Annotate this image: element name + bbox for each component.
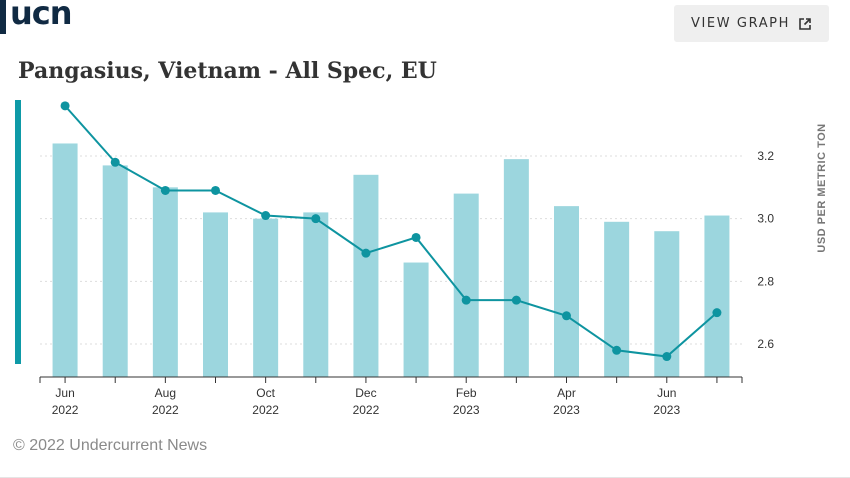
- y-axis-label: USD PER METRIC TON: [816, 123, 828, 252]
- line-point[interactable]: [712, 308, 722, 318]
- x-tick-label-month: Jun: [55, 386, 74, 400]
- x-tick-label-month: Dec: [355, 386, 376, 400]
- line-point[interactable]: [461, 295, 471, 305]
- line-point[interactable]: [662, 352, 672, 362]
- y-tick-label: 2.8: [757, 274, 774, 288]
- x-tick-label-month: Oct: [256, 386, 275, 400]
- bar[interactable]: [253, 218, 279, 377]
- x-tick-label-year: 2023: [453, 403, 480, 417]
- bar-series: [52, 143, 730, 377]
- x-tick-label-year: 2023: [653, 403, 680, 417]
- x-tick-label-year: 2022: [152, 403, 179, 417]
- accent-bar: [15, 100, 21, 364]
- bar[interactable]: [554, 206, 579, 377]
- line-point[interactable]: [160, 185, 170, 195]
- line-point[interactable]: [411, 232, 421, 242]
- x-tick-label-month: Apr: [557, 386, 576, 400]
- bar[interactable]: [403, 262, 429, 377]
- y-tick-label: 3.2: [757, 149, 774, 163]
- line-point[interactable]: [211, 185, 220, 195]
- bar[interactable]: [704, 215, 730, 377]
- chart-title: Pangasius, Vietnam - All Spec, EU: [18, 58, 437, 84]
- y-tick-label: 2.6: [757, 337, 774, 351]
- line-point[interactable]: [612, 345, 622, 355]
- bar[interactable]: [52, 143, 78, 377]
- bar[interactable]: [453, 193, 479, 377]
- bar[interactable]: [203, 212, 228, 377]
- bar[interactable]: [353, 174, 379, 377]
- chart: Jun 2022 Aug 2022 Oct 2022 Dec 2022 Feb 2023 Apr 20…: [39, 101, 828, 417]
- view-graph-button[interactable]: VIEW GRAPH: [674, 5, 829, 42]
- x-tick-label-month: Aug: [155, 386, 176, 400]
- copyright: © 2022 Undercurrent News: [13, 437, 208, 454]
- y-tick-label: 3.0: [757, 212, 774, 226]
- x-axis: Jun 2022 Aug 2022 Oct 2022 Dec 2022 Feb 2023 Apr 20…: [39, 376, 743, 417]
- line-point[interactable]: [511, 295, 521, 305]
- external-link-icon: [799, 17, 811, 30]
- line-point[interactable]: [311, 214, 321, 224]
- bar[interactable]: [152, 187, 178, 377]
- logo-bar: [0, 0, 6, 34]
- ucn-logo[interactable]: ucn: [10, 0, 73, 32]
- line-point[interactable]: [361, 248, 371, 258]
- line-point[interactable]: [110, 157, 120, 167]
- line-point[interactable]: [261, 211, 271, 221]
- view-graph-label: VIEW GRAPH: [690, 16, 790, 31]
- x-tick-label-year: 2022: [52, 403, 79, 417]
- line-point[interactable]: [60, 101, 70, 111]
- x-tick-label-month: Jun: [657, 386, 676, 400]
- x-tick-label-year: 2022: [353, 403, 380, 417]
- series-line: [64, 105, 718, 358]
- x-tick-label-year: 2023: [553, 403, 580, 417]
- bar[interactable]: [303, 212, 329, 377]
- x-tick-label-year: 2022: [252, 403, 279, 417]
- x-tick-label-month: Feb: [456, 386, 477, 400]
- line-point[interactable]: [562, 311, 571, 321]
- line-series: [60, 101, 722, 362]
- y-axis: 2.6 2.8 3.0 3.2: [757, 149, 774, 351]
- bar[interactable]: [503, 159, 529, 377]
- gridlines: [40, 155, 742, 345]
- bar[interactable]: [102, 165, 128, 377]
